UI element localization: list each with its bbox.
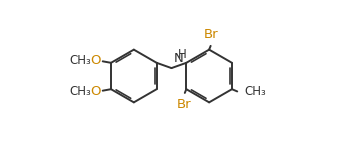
Text: O: O <box>90 54 101 67</box>
Text: O: O <box>90 85 101 98</box>
Text: Br: Br <box>177 98 191 111</box>
Text: CH₃: CH₃ <box>70 54 92 67</box>
Text: N: N <box>174 52 184 65</box>
Text: CH₃: CH₃ <box>70 85 92 98</box>
Text: H: H <box>178 48 187 61</box>
Text: Br: Br <box>204 28 219 41</box>
Text: CH₃: CH₃ <box>244 85 266 98</box>
